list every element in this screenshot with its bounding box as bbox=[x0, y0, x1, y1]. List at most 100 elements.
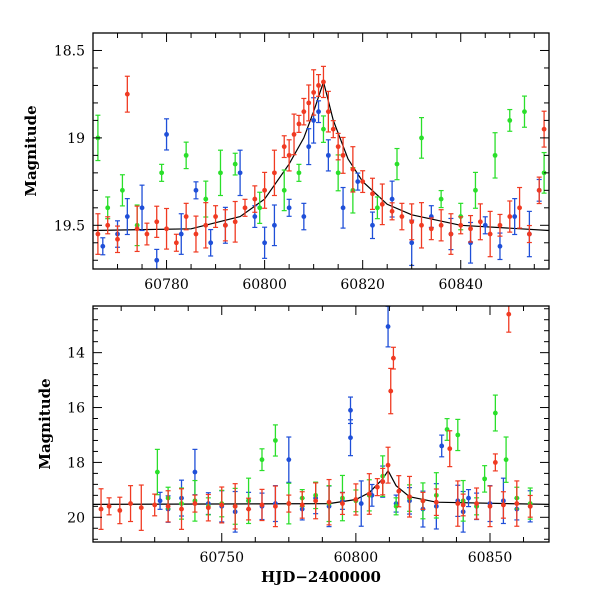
bottom-series-2-point bbox=[407, 475, 413, 518]
bottom-series-2-point bbox=[366, 473, 372, 515]
top-series-2-point bbox=[379, 183, 385, 226]
bottom-series-0-point bbox=[439, 434, 445, 458]
top-series-1-point bbox=[394, 147, 400, 181]
bottom-series-2-point bbox=[205, 493, 211, 522]
top-series-0-point bbox=[271, 204, 277, 247]
bottom-series-2-point bbox=[506, 306, 512, 333]
bottom-series-2-point bbox=[165, 490, 171, 523]
top-series-1-point bbox=[335, 154, 341, 192]
top-series-2-point bbox=[438, 209, 444, 242]
bottom-series-2-point bbox=[246, 497, 252, 521]
top-series-1-point bbox=[119, 174, 125, 207]
bottom-series-2-point bbox=[455, 480, 461, 527]
top-series-1-point bbox=[183, 141, 189, 170]
top-series-2-point bbox=[399, 202, 405, 231]
top-series-0-point bbox=[301, 202, 307, 231]
top-series-0-point bbox=[369, 211, 375, 240]
top-axes: 60780 60800 60820 60840 18.5 19 19.5 bbox=[54, 32, 549, 293]
bottom-series-2-point bbox=[138, 484, 144, 531]
bottom-series-2-point bbox=[326, 478, 332, 526]
bottom-series-2-point bbox=[500, 491, 506, 519]
bottom-y-tick-label: 16 bbox=[67, 401, 85, 417]
bottom-series-2-point bbox=[390, 346, 396, 370]
top-series-0-point bbox=[286, 198, 292, 217]
top-series-2-point bbox=[541, 110, 547, 148]
top-series-2-point bbox=[468, 214, 474, 243]
bottom-y-axis-title: Magnitude bbox=[36, 378, 54, 469]
bottom-series-2-point bbox=[492, 453, 498, 472]
top-series-2-point bbox=[222, 209, 228, 242]
top-series-1-point bbox=[521, 95, 527, 128]
top-x-tick-label: 60800 bbox=[242, 277, 287, 293]
bottom-series-2-point bbox=[313, 482, 319, 520]
top-series-2-point bbox=[242, 198, 248, 217]
top-series-2-point bbox=[316, 73, 322, 97]
top-series-2-point bbox=[477, 203, 483, 241]
bottom-series-2-point bbox=[286, 494, 292, 513]
top-series-1-point bbox=[232, 152, 238, 176]
top-series-2-point bbox=[536, 176, 542, 205]
bottom-series-1-point bbox=[393, 497, 399, 516]
bottom-series-1-point bbox=[259, 448, 265, 472]
top-series-0-point bbox=[100, 237, 106, 256]
bottom-series-2-point bbox=[447, 430, 453, 468]
top-series-2-point bbox=[301, 97, 307, 126]
bottom-series-2-point bbox=[474, 487, 480, 520]
top-series-2-point bbox=[173, 233, 179, 252]
top-series-1-point bbox=[507, 108, 513, 132]
top-series-2-point bbox=[428, 217, 434, 241]
bottom-series-0-point bbox=[348, 396, 354, 425]
top-series-0-point bbox=[164, 118, 170, 151]
top-series-2-point bbox=[526, 224, 532, 244]
top-series-0-point bbox=[306, 128, 312, 166]
top-series-2-point bbox=[389, 202, 395, 221]
bottom-series-2-point bbox=[527, 494, 533, 518]
top-series-2-point bbox=[448, 213, 454, 255]
bottom-y-tick-label: 14 bbox=[67, 346, 85, 362]
top-x-tick-label: 60820 bbox=[340, 277, 385, 293]
bottom-x-axis-title: HJD−2400000 bbox=[261, 568, 381, 586]
top-series-0-point bbox=[178, 213, 184, 255]
bottom-series-2-point bbox=[179, 488, 185, 530]
top-series-1-point bbox=[105, 196, 111, 220]
bottom-series-1-point bbox=[272, 424, 278, 457]
bottom-series-2-point bbox=[106, 497, 112, 516]
bottom-series-2-point bbox=[128, 485, 134, 523]
bottom-series-2-point bbox=[152, 493, 158, 517]
bottom-series-2-point bbox=[487, 485, 493, 528]
bottom-x-tick-label: 60750 bbox=[199, 550, 244, 566]
top-series-2-point bbox=[154, 205, 160, 238]
top-series-1-point bbox=[159, 163, 165, 182]
top-series-2-point bbox=[335, 132, 341, 161]
bottom-series-1-point bbox=[154, 448, 160, 496]
top-series-1-point bbox=[203, 180, 209, 218]
top-series-0-point bbox=[208, 228, 214, 257]
top-panel: 60780 60800 60820 60840 18.5 19 19.5 Magnitude bbox=[22, 32, 550, 293]
top-series-0-point bbox=[325, 139, 331, 172]
bottom-series-1-point bbox=[455, 418, 461, 452]
bottom-series-2-point bbox=[232, 483, 238, 530]
top-series-2-point bbox=[291, 113, 297, 156]
top-series-2-point bbox=[271, 149, 277, 197]
top-series-2-point bbox=[232, 200, 238, 243]
bottom-series-0-point bbox=[286, 436, 292, 483]
bottom-series-0-point bbox=[466, 488, 472, 508]
bottom-y-tick-label: 20 bbox=[67, 510, 85, 526]
bottom-series-0-point bbox=[385, 306, 391, 348]
top-series-1-point bbox=[492, 132, 498, 179]
top-plot-frame bbox=[92, 32, 550, 270]
top-series-0-point bbox=[497, 232, 503, 261]
top-series-2-point bbox=[369, 177, 375, 211]
top-series-1-point bbox=[374, 196, 380, 220]
bottom-y-tick-label: 18 bbox=[67, 455, 85, 471]
top-series-0-point bbox=[154, 248, 160, 269]
top-series-0-point bbox=[355, 172, 361, 191]
bottom-series-2-point bbox=[98, 488, 104, 530]
top-series-0-point bbox=[139, 184, 145, 232]
top-series-2-point bbox=[183, 202, 189, 231]
bottom-series-2-point bbox=[460, 493, 466, 517]
top-series-0-point bbox=[512, 198, 518, 236]
top-series-2-point bbox=[497, 213, 503, 237]
bottom-series-2-point bbox=[192, 494, 198, 513]
